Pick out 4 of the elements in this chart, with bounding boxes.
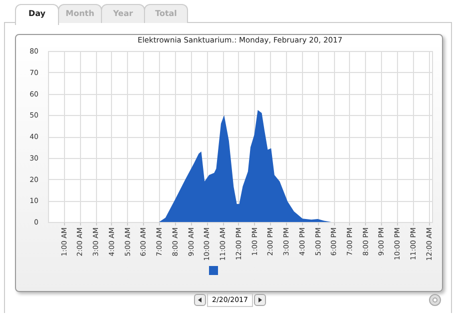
text: Year [101,4,145,23]
text: Month [58,4,102,23]
text: Day [15,4,59,25]
text: Total [144,4,188,23]
